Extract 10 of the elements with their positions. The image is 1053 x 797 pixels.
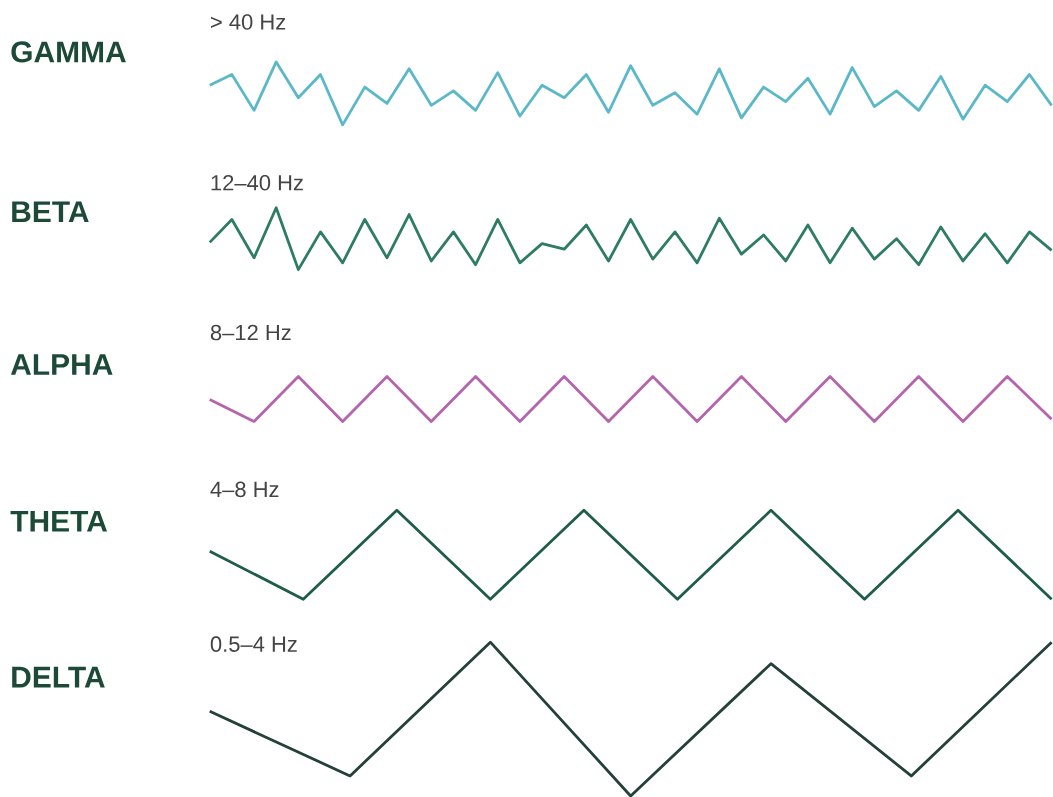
chart-subtitle: 4–8 Hz — [210, 481, 279, 497]
text: DELTA — [12, 666, 105, 688]
chart-subtitle: > 40 Hz — [211, 14, 286, 30]
chart-subtitle: 0.5–4 Hz — [210, 636, 297, 652]
chart-title: BETA — [12, 201, 89, 222]
chart-title: THETA — [10, 510, 108, 532]
chart-title: ALPHA — [10, 354, 113, 375]
chart-subtitle: 8–12 Hz — [210, 324, 291, 341]
chart-subtitle: 12–40 Hz — [211, 174, 303, 191]
chart-title: GAMMA — [11, 41, 126, 63]
